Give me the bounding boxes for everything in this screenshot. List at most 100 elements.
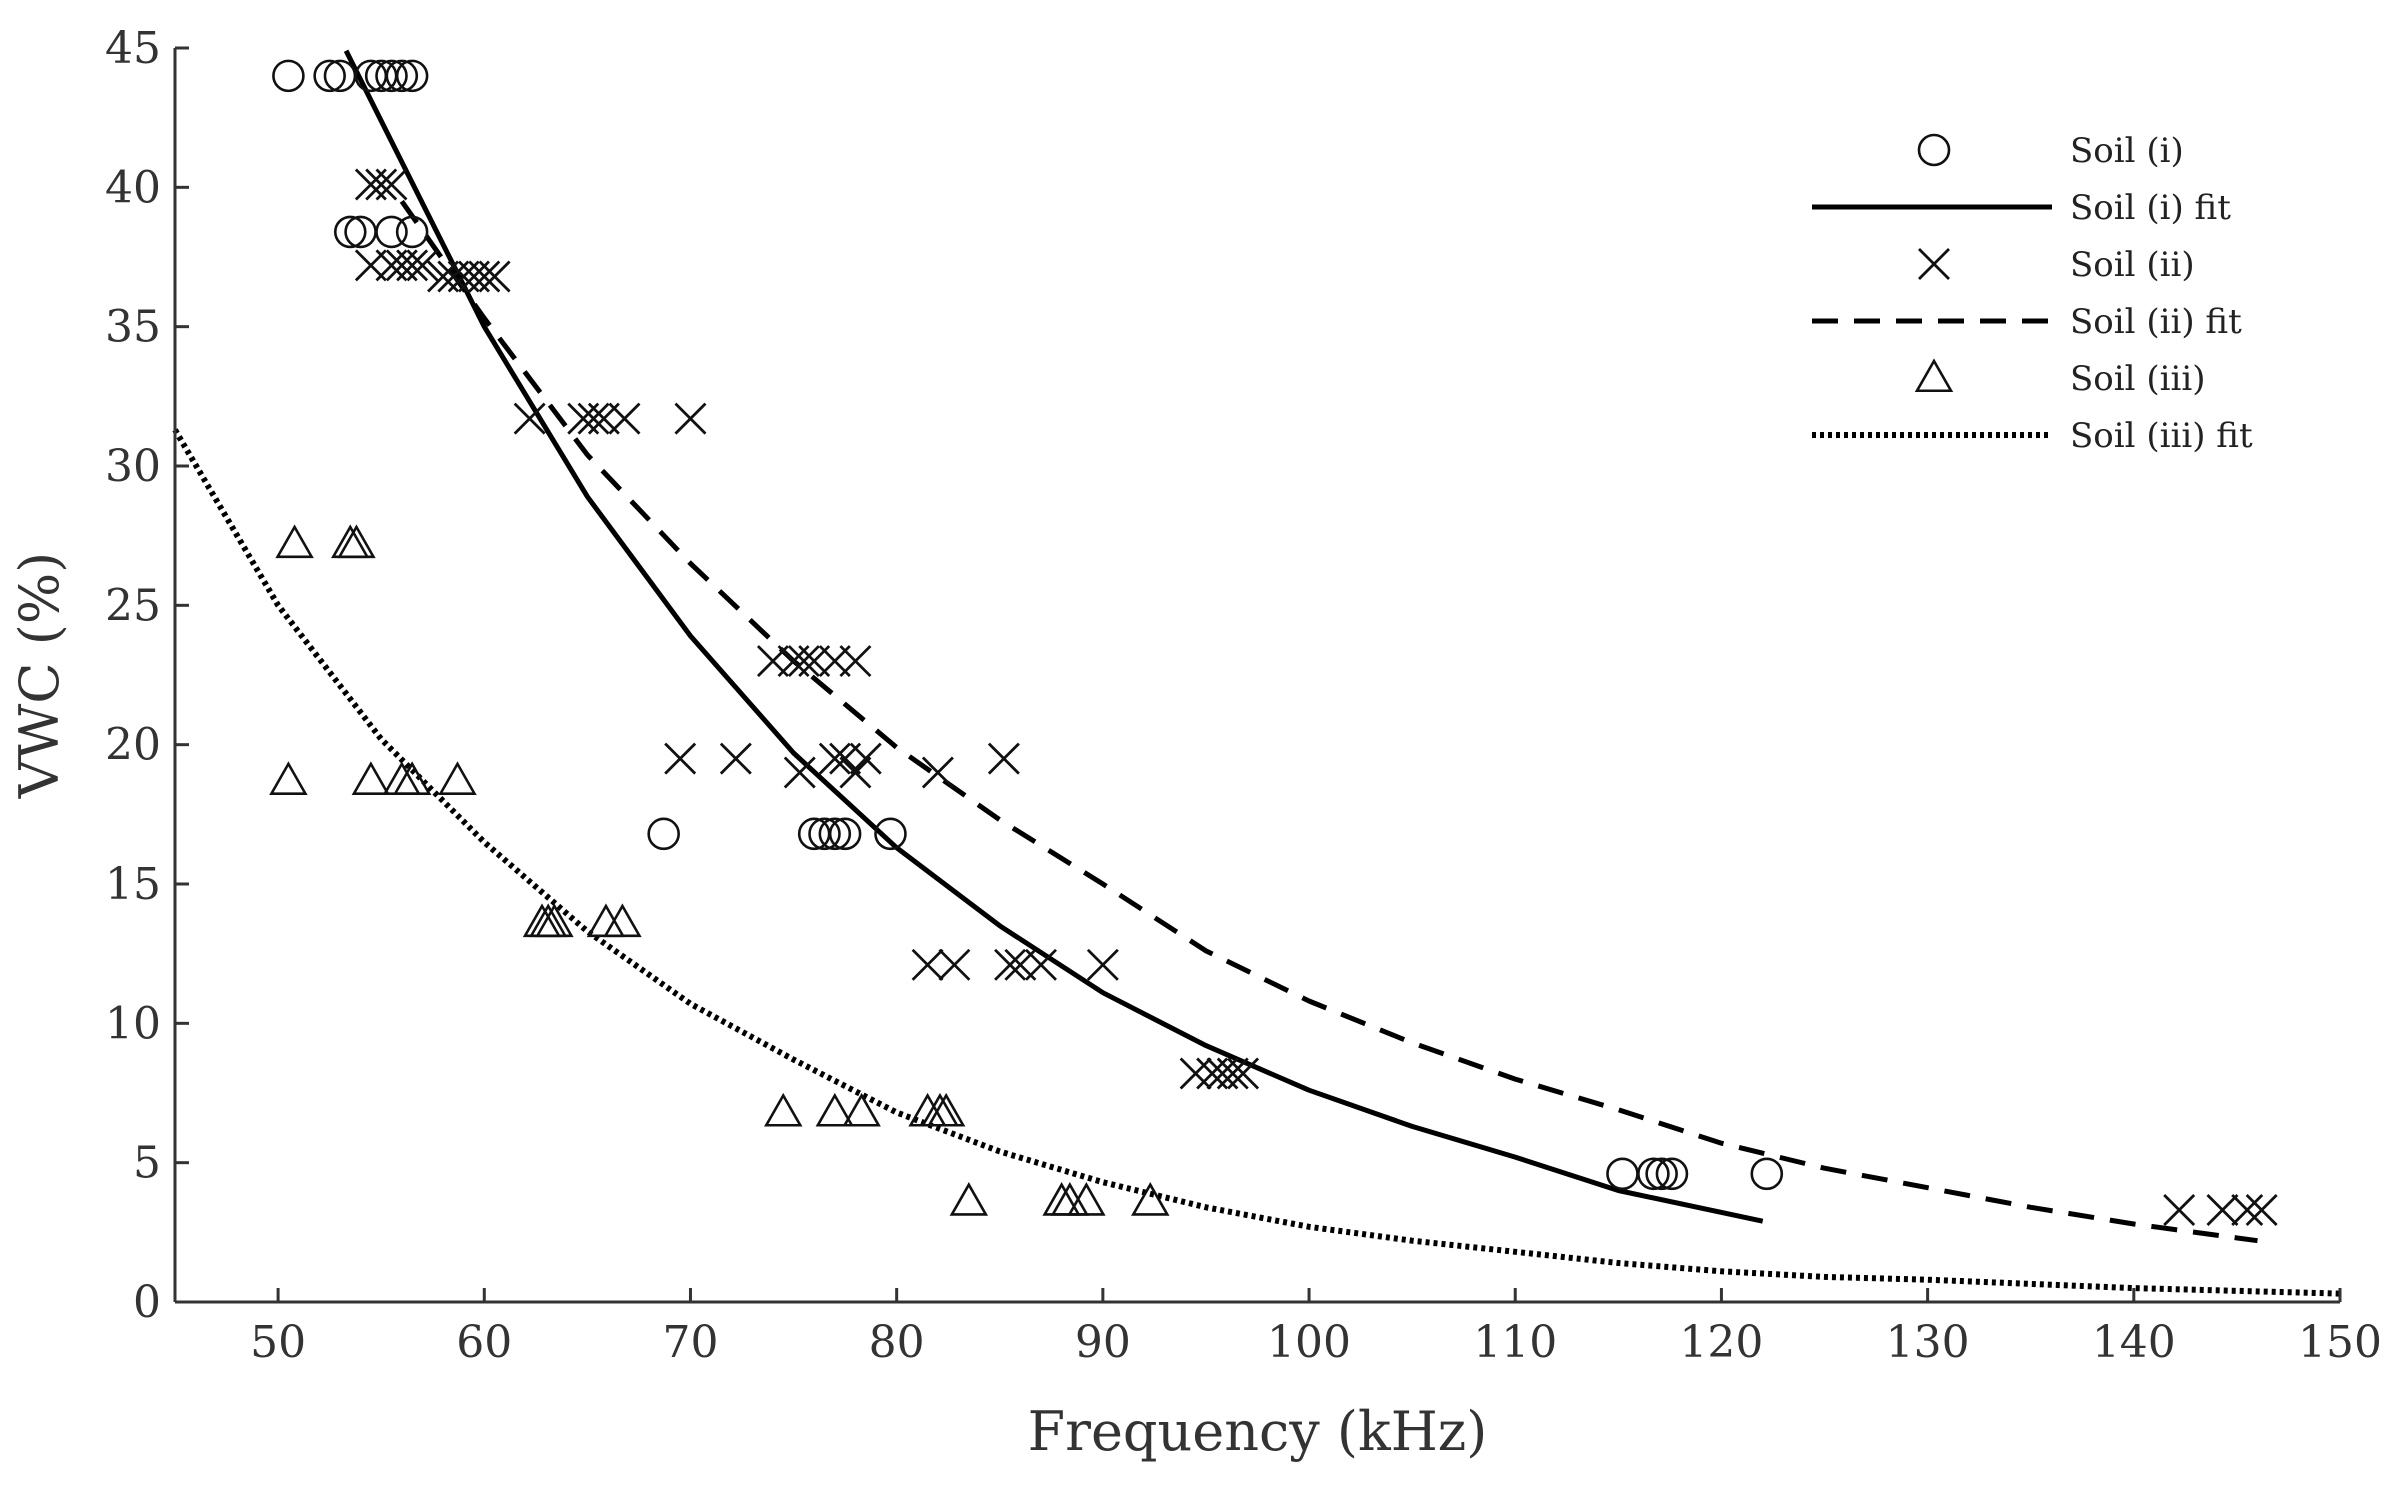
- y-tick-label: 40: [105, 162, 161, 213]
- soil-iii-point: [337, 524, 376, 559]
- soil-i-point: [647, 817, 680, 851]
- legend-soil-iii-marker: [1914, 358, 1954, 393]
- soil-ii-point: [2163, 1194, 2196, 1227]
- soil-iii-point: [1131, 1182, 1170, 1216]
- soil-i-point: [385, 59, 419, 93]
- x-tick-label: 60: [456, 1317, 512, 1368]
- soil-i-point: [828, 817, 862, 851]
- soil-i-point: [818, 817, 852, 851]
- legend-soil-ii-label: Soil (ii): [2070, 245, 2195, 285]
- soil-iii-point: [351, 761, 391, 795]
- soil-iii-point: [275, 524, 314, 559]
- soil-iii-point: [535, 903, 574, 938]
- soil-ii-point: [938, 948, 971, 981]
- y-tick-label: 10: [105, 998, 161, 1049]
- x-tick-label: 50: [250, 1317, 306, 1368]
- x-tick-label: 100: [1267, 1317, 1351, 1368]
- soil-ii-point: [468, 260, 501, 293]
- soil-i-point: [375, 215, 408, 249]
- soil-ii-point: [921, 756, 954, 789]
- soil-ii-point: [719, 742, 752, 775]
- soil-iii-point: [1067, 1182, 1106, 1216]
- legend-soil-i-fit-label: Soil (i) fit: [2070, 188, 2231, 228]
- x-tick-label: 80: [869, 1317, 925, 1368]
- legend-soil-ii-marker: [1918, 248, 1950, 280]
- soil-ii-point: [1025, 948, 1057, 981]
- y-tick-label: 30: [105, 441, 161, 492]
- x-tick-label: 110: [1473, 1317, 1557, 1368]
- y-tick-label: 15: [105, 859, 161, 910]
- soil-iii-point: [920, 1092, 960, 1127]
- y-tick-label: 20: [105, 720, 161, 771]
- legend: Soil (i) Soil (i) fit Soil (ii) Soil (ii) f…: [1812, 131, 2253, 456]
- soil-ii-point: [577, 402, 610, 435]
- x-tick-label: 90: [1075, 1317, 1131, 1368]
- soil-i-point: [1655, 1157, 1689, 1191]
- legend-soil-i-marker: [1917, 133, 1951, 167]
- soil-iii-fit-curve: [172, 428, 2341, 1297]
- soil-ii-point: [513, 402, 546, 435]
- soil-iii-point: [331, 524, 370, 559]
- soil-ii-point: [911, 948, 944, 981]
- soil-i-point: [313, 59, 346, 93]
- soil-i-point: [333, 215, 367, 249]
- soil-i-point: [395, 59, 429, 93]
- soil-ii-point: [1086, 948, 1119, 981]
- soil-ii-point: [406, 249, 439, 282]
- legend-soil-iii-label: Soil (iii): [2070, 359, 2205, 399]
- soil-ii-point: [1179, 1057, 1212, 1090]
- soil-ii-point: [365, 168, 398, 201]
- soil-iii-point: [815, 1092, 855, 1127]
- soil-ii-point: [994, 948, 1027, 981]
- soil-iii-point: [603, 903, 642, 938]
- x-tick-label: 120: [1679, 1317, 1763, 1368]
- soil-ii-point: [839, 756, 872, 789]
- soil-i-point: [1606, 1157, 1639, 1191]
- x-axis-title: Frequency (kHz): [1028, 1400, 1488, 1463]
- legend-soil-ii-fit-label: Soil (ii) fit: [2070, 302, 2242, 342]
- soil-ii-point: [849, 742, 882, 775]
- soil-iii-point: [392, 761, 432, 795]
- soil-ii-point: [2206, 1194, 2239, 1227]
- x-tick-label: 140: [2092, 1317, 2176, 1368]
- soil-i-point: [375, 59, 408, 93]
- soil-ii-point: [396, 249, 429, 282]
- axes: [173, 48, 2340, 1304]
- fit-curves: [172, 49, 2341, 1297]
- x-tick-label: 130: [1886, 1317, 1970, 1368]
- soil-ii-point: [664, 742, 697, 775]
- y-tick-label: 5: [133, 1138, 161, 1189]
- soil-ii-point: [1227, 1057, 1260, 1090]
- legend-soil-iii-fit-label: Soil (iii) fit: [2070, 416, 2253, 456]
- data-points: [269, 59, 2278, 1227]
- soil-ii-point: [783, 756, 816, 789]
- y-tick-label: 0: [133, 1277, 161, 1328]
- soil-ii-point: [2245, 1194, 2278, 1227]
- soil-iii-point: [926, 1092, 966, 1127]
- soil-ii-point: [478, 260, 511, 293]
- soil-i-point: [874, 817, 907, 851]
- soil-ii-point: [674, 402, 707, 435]
- x-tick-label: 70: [662, 1317, 718, 1368]
- soil-iii-point: [764, 1092, 803, 1127]
- soil-iii-point: [586, 903, 626, 938]
- soil-ii-fit-curve: [399, 199, 2258, 1244]
- soil-i-point: [1645, 1157, 1678, 1191]
- soil-i-point: [272, 59, 305, 93]
- soil-ii-point: [839, 645, 872, 678]
- soil-ii-point: [1216, 1057, 1249, 1090]
- soil-iii-point: [438, 761, 477, 795]
- soil-i-point: [395, 215, 429, 249]
- x-tick-label: 150: [2298, 1317, 2382, 1368]
- soil-ii-point: [2231, 1194, 2264, 1227]
- soil-iii-point: [269, 761, 308, 795]
- soil-iii-point: [949, 1182, 989, 1216]
- soil-i-point: [1750, 1157, 1784, 1191]
- legend-soil-i-label: Soil (i): [2070, 131, 2184, 171]
- tick-labels: 50 60 70 80 90 100 110 120 130 140 150 0 5 10 15 20 25 30…: [105, 23, 2382, 1368]
- y-tick-label: 45: [105, 23, 161, 74]
- soil-ii-point: [375, 168, 408, 201]
- soil-i-point: [808, 817, 841, 851]
- soil-ii-point: [787, 645, 820, 678]
